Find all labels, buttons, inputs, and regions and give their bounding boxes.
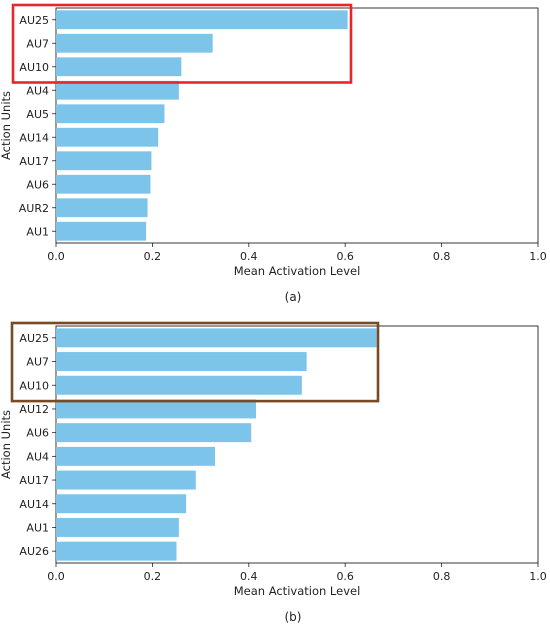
- y-tick-label: AU14: [19, 131, 49, 144]
- plot-frame: [55, 7, 539, 244]
- x-tick-label: 0.4: [240, 570, 258, 583]
- x-tick-label: 0.0: [47, 250, 65, 263]
- x-tick-label: 0.2: [144, 250, 162, 263]
- x-tick-label: 0.4: [240, 250, 258, 263]
- plot-frame: [55, 325, 539, 564]
- bar: [56, 375, 302, 395]
- y-axis-label: Action Units: [0, 91, 13, 160]
- y-tick-label: AUR2: [19, 202, 49, 215]
- y-tick-label: AU7: [26, 37, 49, 50]
- x-tick-label: 1.0: [529, 570, 547, 583]
- bar: [56, 517, 179, 537]
- y-tick-label: AU17: [19, 155, 49, 168]
- bar: [56, 352, 307, 372]
- bar: [56, 399, 257, 419]
- x-tick-label: 1.0: [529, 250, 547, 263]
- y-axis-label: Action Units: [0, 410, 13, 479]
- panel-caption: (a): [285, 290, 302, 304]
- bar: [56, 446, 216, 466]
- bar: [56, 423, 252, 443]
- y-tick-label: AU4: [26, 84, 49, 97]
- y-tick-label: AU4: [26, 450, 49, 463]
- x-tick-label: 0.2: [144, 570, 162, 583]
- y-tick-label: AU10: [19, 379, 49, 392]
- bar: [56, 10, 348, 30]
- bar: [56, 80, 179, 100]
- y-tick-label: AU14: [19, 498, 49, 511]
- bar: [56, 33, 213, 53]
- x-tick-label: 0.6: [336, 570, 354, 583]
- bar: [56, 541, 177, 561]
- panel-caption: (b): [285, 610, 302, 624]
- x-axis-label: Mean Activation Level: [234, 264, 361, 278]
- chart-panel-2: AU25 AU7 AU10 AU12 AU6 AU4 AU17 AU14 AU1 AU26 0.0 0…: [0, 321, 547, 624]
- y-tick-label: AU6: [26, 178, 49, 191]
- y-tick-label: AU26: [19, 545, 49, 558]
- bar: [56, 494, 187, 514]
- x-axis-label: Mean Activation Level: [234, 584, 361, 598]
- bar: [56, 198, 148, 218]
- x-tick-label: 0.8: [433, 570, 451, 583]
- bar: [56, 151, 152, 171]
- y-tick-label: AU10: [19, 61, 49, 74]
- y-tick-label: AU12: [19, 403, 49, 416]
- chart-panel-1: AU25 AU7 AU10 AU4 AU5 AU14 AU17 AU6 AUR2 AU1 0.0 0.…: [0, 3, 547, 304]
- bar: [56, 57, 182, 77]
- bar: [56, 174, 151, 194]
- y-tick-label: AU1: [26, 521, 49, 534]
- y-tick-label: AU5: [26, 108, 49, 121]
- y-tick-label: AU25: [19, 332, 49, 345]
- y-tick-label: AU1: [26, 225, 49, 238]
- y-tick-label: AU17: [19, 474, 49, 487]
- x-tick-label: 0.8: [433, 250, 451, 263]
- x-tick-label: 0.6: [336, 250, 354, 263]
- bar: [56, 104, 165, 124]
- bar: [56, 328, 377, 348]
- y-tick-label: AU7: [26, 356, 49, 369]
- y-tick-label: AU6: [26, 427, 49, 440]
- bar: [56, 221, 147, 241]
- bar: [56, 127, 159, 147]
- highlight-box: [10, 321, 380, 403]
- x-tick-label: 0.0: [47, 570, 65, 583]
- y-tick-label: AU25: [19, 14, 49, 27]
- bar: [56, 470, 196, 490]
- highlight-box: [11, 3, 353, 84]
